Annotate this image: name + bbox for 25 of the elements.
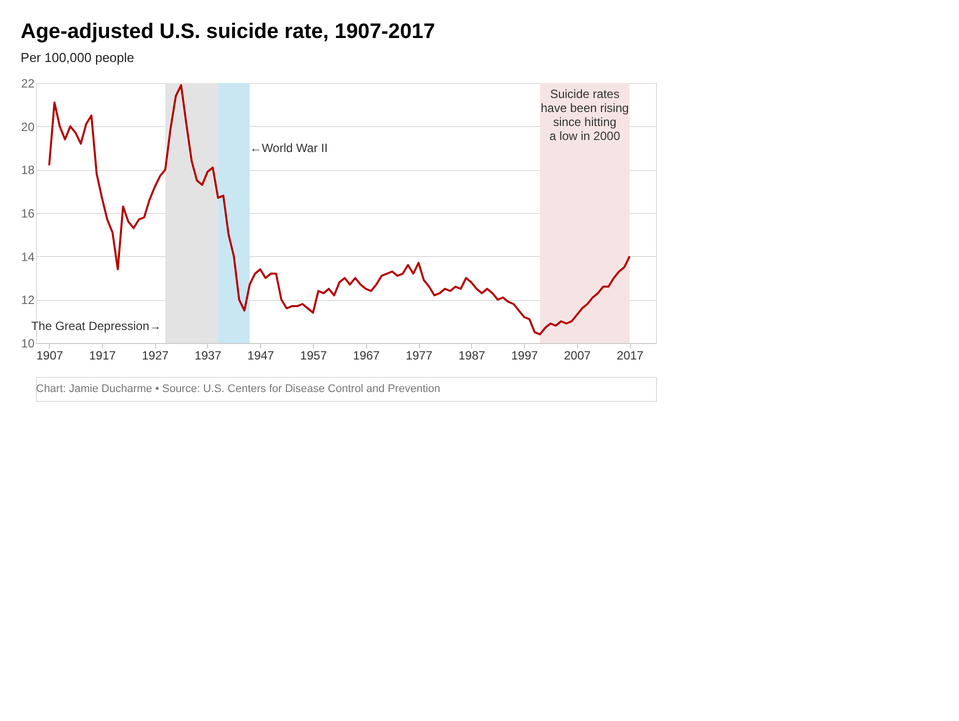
x-tick-label: 1947 — [247, 348, 274, 362]
x-tick-label: 2017 — [616, 348, 644, 362]
x-tick-label: 1967 — [352, 348, 380, 362]
chart-title: Age-adjusted U.S. suicide rate, 1907-2017 — [20, 20, 435, 43]
x-tick-label: 1987 — [458, 348, 486, 362]
x-tick-label: 1907 — [36, 348, 64, 362]
y-tick-label: 16 — [21, 206, 35, 220]
y-tick-label: 20 — [21, 120, 35, 134]
x-tick-label: 1997 — [511, 348, 538, 362]
x-tick-label: 1917 — [89, 348, 116, 362]
x-tick-label: 1927 — [142, 348, 169, 362]
x-tick-label: 2007 — [564, 348, 592, 362]
band-label: ←World War II — [250, 141, 328, 155]
y-tick-label: 18 — [21, 163, 35, 178]
x-tick-label: 1977 — [406, 348, 433, 362]
y-tick-label: 22 — [21, 76, 35, 90]
y-tick-label: 12 — [21, 293, 35, 308]
text: Chart: Jamie Ducharme • Source: U.S. Centers for Disease Control and Prevention — [36, 383, 440, 395]
band-label: The Great Depression→ — [31, 319, 162, 333]
band-label: Suicide rates have been rising since hitting a low in 2000 — [540, 87, 629, 143]
x-tick-label: 1957 — [300, 348, 328, 362]
y-tick-label: 14 — [21, 250, 35, 264]
chart-subtitle: Per 100,000 people — [20, 50, 134, 65]
y-tick-label: 10 — [21, 336, 35, 350]
x-tick-label: 1937 — [194, 348, 222, 362]
